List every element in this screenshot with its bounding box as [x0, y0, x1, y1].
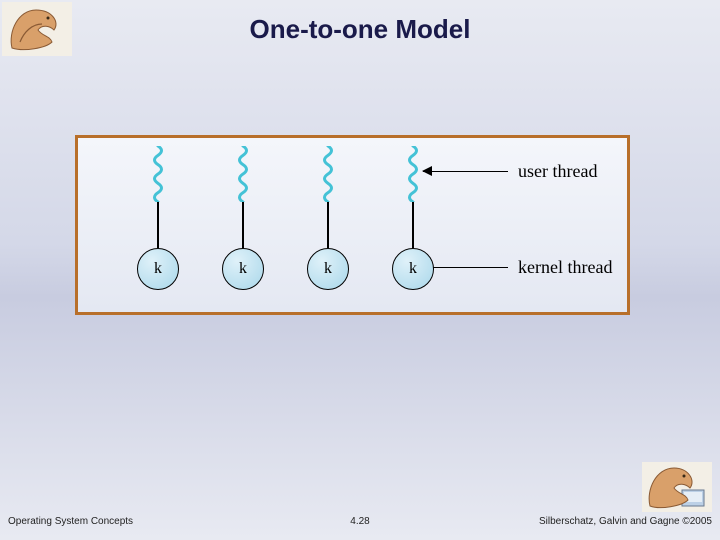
thread-column: k	[133, 146, 183, 290]
diagram-frame: user thread kernel thread k k k k	[75, 135, 630, 315]
thread-stem	[157, 202, 159, 248]
thread-stem	[242, 202, 244, 248]
kernel-thread-node: k	[137, 248, 179, 290]
kernel-thread-node: k	[307, 248, 349, 290]
kernel-thread-label: kernel thread	[423, 257, 612, 278]
thread-stem	[327, 202, 329, 248]
user-thread-icon	[146, 146, 170, 202]
user-thread-icon	[401, 146, 425, 202]
thread-stem	[412, 202, 414, 248]
kernel-thread-node: k	[392, 248, 434, 290]
kernel-thread-text: kernel thread	[518, 257, 612, 278]
user-thread-icon	[316, 146, 340, 202]
thread-column: k	[218, 146, 268, 290]
user-thread-label: user thread	[423, 161, 597, 182]
dinosaur-logo-bottom	[642, 462, 712, 512]
thread-diagram: user thread kernel thread k k k k	[78, 138, 627, 312]
footer-page-number: 4.28	[350, 516, 369, 527]
thread-column: k	[388, 146, 438, 290]
footer-copyright: Silberschatz, Galvin and Gagne ©2005	[539, 516, 712, 527]
user-thread-text: user thread	[518, 161, 597, 182]
footer-left: Operating System Concepts	[8, 516, 133, 527]
kernel-thread-node: k	[222, 248, 264, 290]
thread-column: k	[303, 146, 353, 290]
slide-footer: Operating System Concepts 4.28 Silbersch…	[0, 516, 720, 534]
slide-title: One-to-one Model	[0, 14, 720, 45]
user-thread-icon	[231, 146, 255, 202]
